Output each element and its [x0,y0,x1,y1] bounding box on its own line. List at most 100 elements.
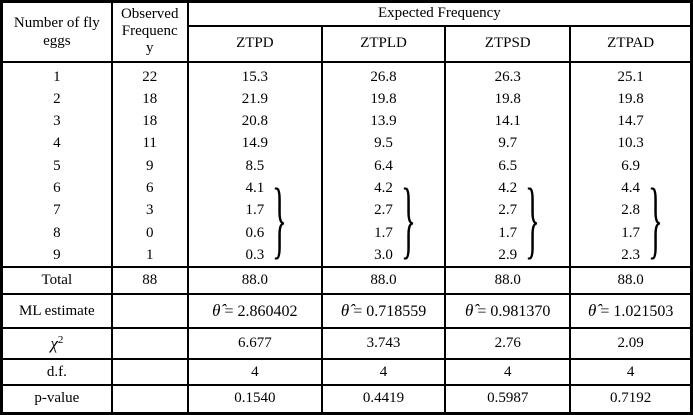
ztpsd-plain-stack: 26.3 19.8 14.1 9.7 6.5 [446,66,569,177]
observed-value: 11 [142,135,157,152]
chi-ztpld: 3.743 [320,327,447,361]
theta-hat-symbol: θ̂ [340,301,350,321]
header-observed-line: Frequenc [121,23,178,40]
egg-count: 1 [53,68,61,85]
df-ztpd: 4 [186,358,323,387]
df-ztpad: 4 [569,358,693,387]
header-row-1: Number of fly eggs Observed Frequenc y Exp… [0,0,693,63]
egg-count: 2 [53,90,61,107]
expected-value: 20.8 [241,113,268,130]
header-model-ztpad: ZTPAD [569,24,693,63]
expected-value: 3.0 [374,246,393,263]
expected-value: 19.8 [494,90,521,107]
observed-values-cell: 22 18 18 11 9 6 3 0 1 [110,60,189,269]
chi-ztpad: 2.09 [569,327,693,361]
observed-value: 18 [142,113,158,130]
df-ztpsd: 4 [444,358,572,387]
egg-counts-cell: 1 2 3 4 5 6 7 8 9 [0,60,113,269]
expected-value: 4.2 [374,179,393,196]
expected-value: 2.3 [621,246,641,263]
expected-value: 15.3 [241,68,268,85]
ztpld-plain-stack: 26.8 19.8 13.9 9.5 6.4 [323,66,444,177]
df-row: d.f. 4 4 4 4 [0,358,693,387]
header-observed: Observed Frequenc y [110,0,189,63]
ztpad-braced-stack: 4.4 2.8 1.7 2.3 [571,177,690,266]
expected-value: 19.8 [617,90,644,107]
ztpsd-braced-stack: 4.2 2.7 1.7 2.9 [446,177,569,266]
ml-ztpsd: θ̂ = 0.981370 [444,293,572,330]
egg-count: 7 [53,202,61,219]
header-eggs: Number of fly eggs [0,0,113,63]
expected-value: 1.7 [245,202,265,219]
expected-value: 4.1 [245,179,265,196]
egg-count: 4 [53,135,61,152]
expected-value: 8.5 [245,157,265,174]
expected-value: 19.8 [370,90,397,107]
ml-label: ML estimate [0,293,113,330]
df-label: d.f. [0,358,113,387]
header-model-ztpsd: ZTPSD [444,24,572,63]
expected-value: 6.5 [498,157,518,174]
data-row-block: 1 2 3 4 5 6 7 8 9 22 18 18 11 9 6 3 0 1 15.3 21.9 20.8 14.9… [0,60,693,269]
equals-sign: = [477,303,487,321]
observed-value: 9 [145,157,154,174]
ztpld-braced-stack: 4.2 2.7 1.7 3.0 [323,177,444,266]
expected-value: 2.7 [498,202,518,219]
ztpd-plain-stack: 15.3 21.9 20.8 14.9 8.5 [189,66,321,177]
expected-value: 21.9 [241,90,268,107]
total-ztpd: 88.0 [186,266,323,296]
expected-value: 0.6 [245,224,265,241]
expected-cell-ztpld: 26.8 19.8 13.9 9.5 6.4 4.2 2.7 1.7 3.0 } [320,60,447,269]
egg-count: 5 [53,157,61,174]
expected-value: 10.3 [617,135,644,152]
expected-value: 14.7 [617,113,644,130]
expected-cell-ztpd: 15.3 21.9 20.8 14.9 8.5 4.1 1.7 0.6 0.3 } [186,60,323,269]
header-observed-lines: Observed Frequenc y [119,6,181,57]
theta-hat-symbol: θ̂ [465,301,474,321]
total-ztpld: 88.0 [320,266,447,296]
header-model-ztpld: ZTPLD [320,24,447,63]
expected-value: 4.2 [498,179,518,196]
expected-value: 2.7 [374,202,393,219]
chi-square-label: χ2 [0,327,113,361]
expected-value: 4.4 [621,179,641,196]
ml-value: 1.021503 [613,303,674,321]
expected-value: 9.7 [498,135,518,152]
total-row: Total 88 88.0 88.0 88.0 88.0 [0,266,693,296]
observed-value: 6 [145,179,154,196]
observed-value: 22 [142,68,158,85]
header-row-2: ZTPD ZTPLD ZTPSD ZTPAD [2,24,693,63]
equals-sign: = [353,303,363,321]
df-observed-empty [110,358,189,387]
ztpd-braced-stack: 4.1 1.7 0.6 0.3 [189,177,321,266]
expected-value: 14.1 [494,113,521,130]
header-model-ztpd: ZTPD [186,24,323,63]
ml-ztpld: θ̂ = 0.718559 [320,293,447,330]
expected-value: 26.3 [494,68,521,85]
ml-observed-empty [110,293,189,330]
expected-value: 1.7 [498,224,518,241]
expected-value: 9.5 [374,135,393,152]
chi-ztpd: 6.677 [186,327,323,361]
chi-symbol: χ [50,333,58,353]
expected-value: 6.4 [374,157,393,174]
observed-value: 3 [145,202,154,219]
expected-value: 2.9 [498,246,518,263]
ml-estimate-row: ML estimate θ̂ = 2.860402 θ̂ = 0.718559 θ̂ = 0… [0,293,693,330]
egg-count: 9 [53,246,61,263]
expected-value: 2.8 [621,202,641,219]
expected-value: 25.1 [617,68,644,85]
ztpad-plain-stack: 25.1 19.8 14.7 10.3 6.9 [571,66,690,177]
expected-value: 0.3 [245,246,265,263]
egg-count: 6 [53,179,61,196]
expected-value: 1.7 [621,224,641,241]
theta-hat-symbol: θ̂ [212,301,221,321]
observed-value: 0 [145,224,154,241]
expected-value: 1.7 [374,224,393,241]
expected-value: 14.9 [241,135,268,152]
expected-value: 6.9 [621,157,641,174]
equals-sign: = [600,303,610,321]
ml-value: 2.860402 [237,303,298,321]
expected-cell-ztpsd: 26.3 19.8 14.1 9.7 6.5 4.2 2.7 1.7 2.9 } [444,60,572,269]
